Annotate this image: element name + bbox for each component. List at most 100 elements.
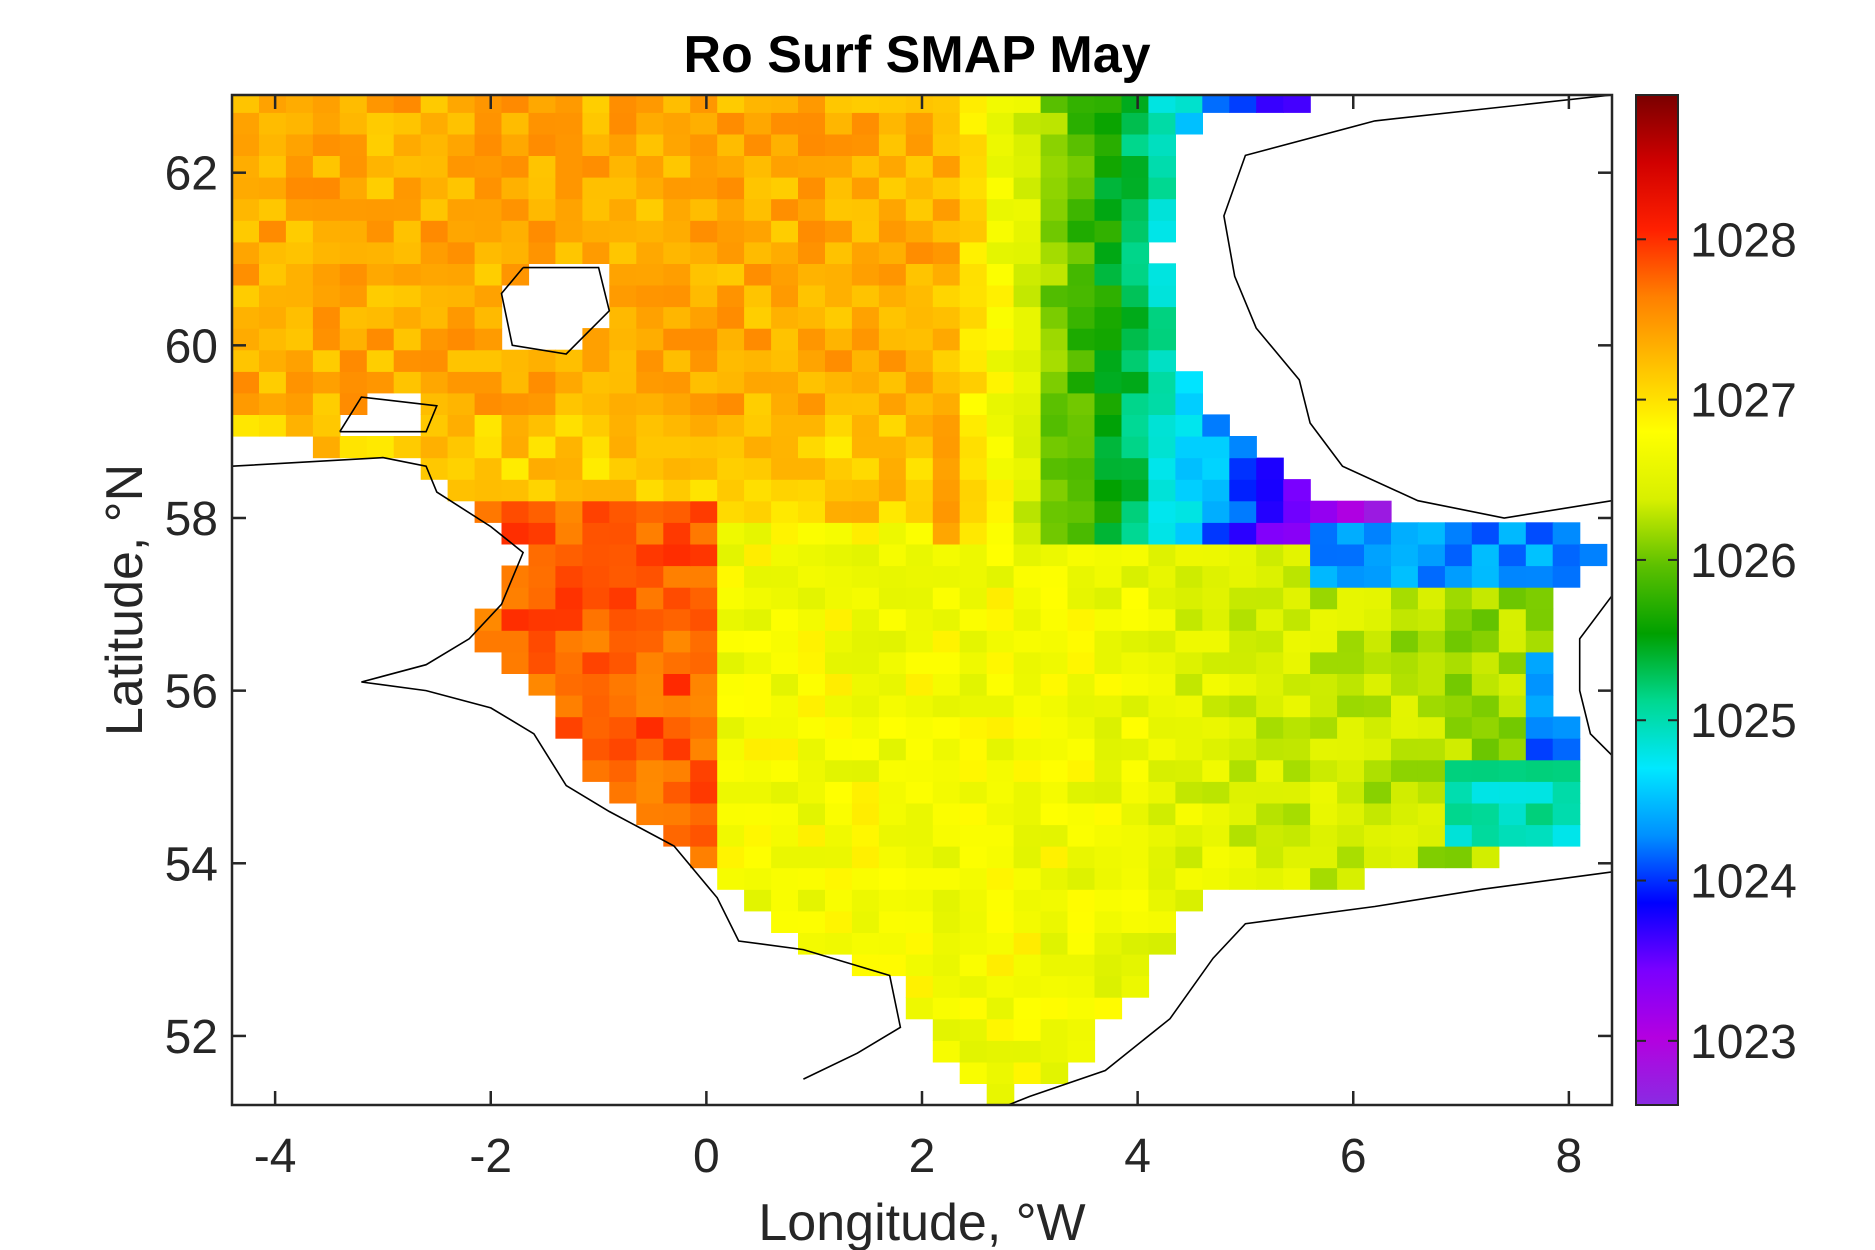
grid-cell bbox=[1364, 651, 1392, 674]
grid-cell bbox=[663, 284, 691, 308]
grid-cell bbox=[1094, 436, 1123, 459]
grid-cell bbox=[744, 95, 772, 113]
grid-cell bbox=[1175, 673, 1203, 696]
grid-cell bbox=[609, 263, 637, 286]
grid-cell bbox=[1040, 1040, 1069, 1063]
grid-cell bbox=[878, 220, 907, 243]
grid-cell bbox=[1229, 543, 1257, 567]
grid-cell bbox=[771, 910, 799, 933]
grid-cell bbox=[420, 241, 449, 264]
coastline bbox=[232, 95, 1612, 1105]
grid-cell bbox=[1175, 392, 1203, 415]
grid-cell bbox=[986, 975, 1015, 998]
grid-cell bbox=[1471, 738, 1500, 761]
grid-cell bbox=[1040, 738, 1069, 761]
grid-cell bbox=[474, 306, 503, 329]
grid-cell bbox=[1013, 133, 1042, 156]
grid-cell bbox=[878, 759, 907, 782]
grid-cell bbox=[366, 198, 395, 221]
grid-cell bbox=[1013, 457, 1042, 480]
grid-cell bbox=[528, 543, 557, 567]
grid-cell bbox=[771, 867, 799, 890]
grid-cell bbox=[1040, 95, 1069, 113]
grid-cell bbox=[1121, 220, 1150, 243]
grid-cell bbox=[690, 177, 718, 200]
grid-cell bbox=[663, 328, 691, 351]
grid-cell bbox=[905, 889, 934, 912]
grid-cell bbox=[555, 392, 583, 415]
grid-cell bbox=[771, 328, 799, 351]
grid-cell bbox=[717, 220, 745, 243]
grid-cell bbox=[851, 910, 880, 933]
grid-cell bbox=[582, 695, 610, 718]
grid-cell bbox=[825, 133, 853, 156]
grid-cell bbox=[232, 414, 260, 437]
grid-cell bbox=[878, 328, 907, 351]
grid-cell bbox=[959, 975, 988, 998]
grid-cell bbox=[1175, 414, 1203, 437]
grid-cell bbox=[744, 177, 772, 200]
grid-cell bbox=[851, 630, 880, 653]
grid-cell bbox=[1013, 824, 1042, 847]
grid-cell bbox=[690, 155, 718, 178]
grid-cell bbox=[798, 220, 826, 243]
grid-cell bbox=[1310, 781, 1338, 804]
grid-cell bbox=[959, 846, 988, 869]
grid-cell bbox=[878, 802, 907, 826]
grid-cell bbox=[771, 673, 799, 696]
grid-cell bbox=[798, 630, 826, 653]
grid-cell bbox=[259, 284, 287, 308]
grid-cell bbox=[851, 932, 880, 955]
grid-cell bbox=[1310, 522, 1338, 545]
grid-cell bbox=[986, 1083, 1015, 1105]
grid-cell bbox=[905, 328, 934, 351]
grid-cell bbox=[582, 241, 610, 264]
grid-cell bbox=[1417, 587, 1446, 610]
grid-cell bbox=[1579, 543, 1608, 567]
grid-cell bbox=[798, 543, 826, 567]
grid-cell bbox=[717, 673, 745, 696]
grid-cell bbox=[1229, 759, 1257, 782]
grid-cell bbox=[798, 587, 826, 610]
grid-cell bbox=[1040, 824, 1069, 847]
grid-cell bbox=[663, 716, 691, 739]
grid-cell bbox=[1310, 824, 1338, 847]
grid-cell bbox=[582, 738, 610, 761]
grid-cell bbox=[474, 371, 503, 394]
grid-cell bbox=[690, 133, 718, 156]
grid-cell bbox=[905, 651, 934, 674]
grid-cell bbox=[905, 349, 934, 372]
grid-cell bbox=[717, 349, 745, 372]
grid-cell bbox=[1094, 975, 1123, 998]
grid-cell bbox=[609, 630, 637, 653]
grid-cell bbox=[905, 306, 934, 329]
grid-cell bbox=[528, 95, 557, 113]
grid-cell bbox=[232, 263, 260, 286]
grid-cell bbox=[744, 587, 772, 610]
grid-cell bbox=[609, 759, 637, 782]
grid-cell bbox=[1417, 846, 1446, 869]
grid-cell bbox=[717, 479, 745, 502]
grid-cell bbox=[825, 522, 853, 545]
grid-cell bbox=[1202, 414, 1230, 437]
grid-cell bbox=[528, 371, 557, 394]
grid-cell bbox=[609, 220, 637, 243]
grid-cell bbox=[528, 457, 557, 480]
grid-cell bbox=[959, 781, 988, 804]
grid-cell bbox=[501, 241, 530, 264]
grid-cell bbox=[1256, 95, 1284, 113]
grid-cell bbox=[986, 220, 1015, 243]
grid-cell bbox=[851, 220, 880, 243]
grid-cell bbox=[717, 328, 745, 351]
grid-cell bbox=[1121, 759, 1150, 782]
grid-cell bbox=[959, 436, 988, 459]
grid-cell bbox=[1094, 802, 1123, 826]
grid-cell bbox=[690, 824, 718, 847]
grid-cell bbox=[1283, 608, 1311, 631]
coastline-segment bbox=[232, 456, 902, 1080]
grid-cell bbox=[1040, 889, 1069, 912]
grid-cell bbox=[771, 392, 799, 415]
grid-cell bbox=[447, 241, 476, 264]
grid-cell bbox=[1148, 457, 1176, 480]
grid-cell bbox=[959, 630, 988, 653]
